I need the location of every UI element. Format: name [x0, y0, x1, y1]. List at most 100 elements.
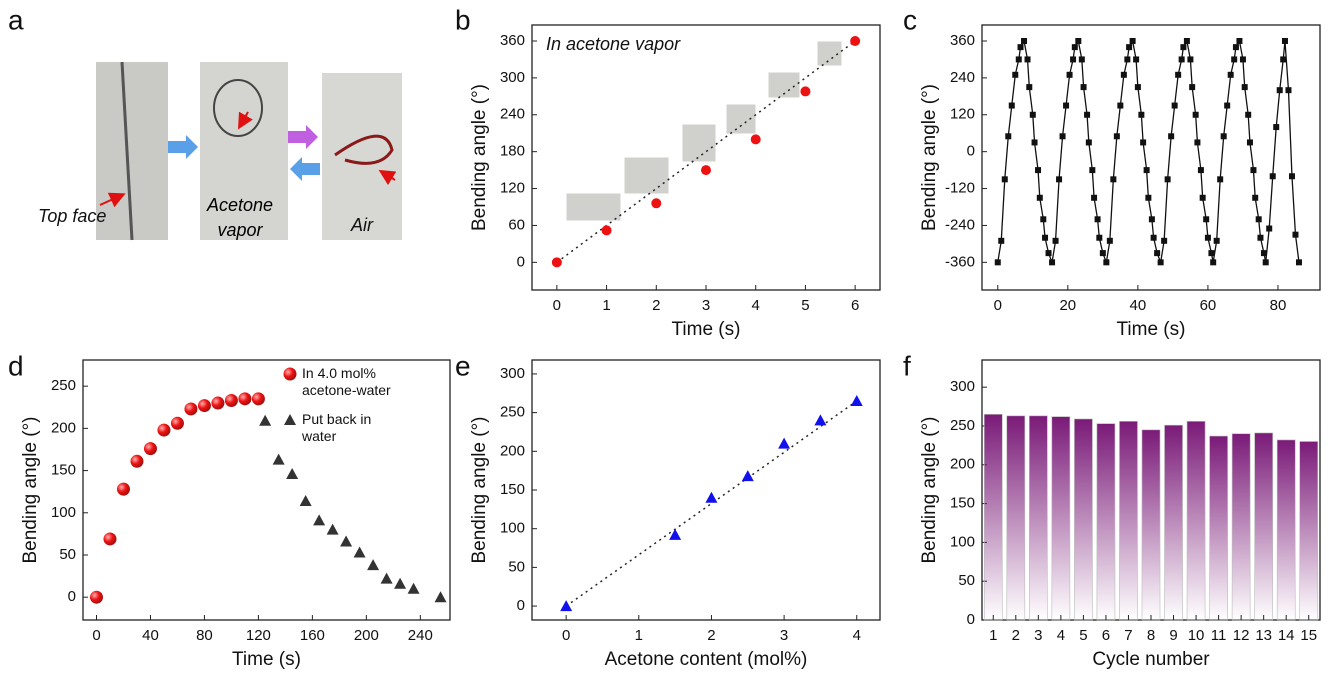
point: [1103, 259, 1110, 266]
photo-panel: a Top face Acetone vapor Air: [8, 4, 402, 241]
bar: [1299, 441, 1319, 621]
point: [1075, 37, 1082, 44]
point: [1187, 56, 1194, 63]
strip: [120, 61, 134, 241]
point: [1231, 56, 1238, 63]
point: [1143, 167, 1150, 174]
arrow: [238, 111, 253, 130]
point: [434, 591, 447, 603]
x-tick-label: 11: [1211, 627, 1227, 644]
point: [1017, 44, 1024, 51]
x-tick-label: 15: [1300, 627, 1317, 644]
point: [1171, 102, 1178, 109]
point: [1138, 111, 1145, 118]
plot-frame: [981, 24, 1321, 291]
x-tick-label: 0: [994, 297, 1002, 314]
point: [1084, 111, 1091, 118]
arrow: [378, 169, 397, 186]
point: [1210, 259, 1217, 266]
point: [299, 494, 312, 506]
point: [1161, 237, 1168, 244]
point: [1183, 37, 1190, 44]
caption: Air: [350, 215, 374, 235]
y-tick-label: 150: [51, 462, 76, 479]
point: [1106, 237, 1113, 244]
x-tick-label: 4: [752, 297, 760, 314]
y-tick-label: -360: [945, 253, 975, 270]
point: [407, 582, 420, 594]
point: [1220, 133, 1227, 140]
point: [1164, 176, 1171, 183]
point: [1140, 139, 1147, 146]
point: [103, 532, 117, 546]
point: [1124, 56, 1131, 63]
point: [705, 491, 718, 503]
x-axis-title: Cycle number: [1092, 649, 1210, 670]
y-tick-label: 0: [517, 253, 525, 270]
point: [1024, 56, 1031, 63]
x-tick-label: 40: [142, 627, 159, 644]
point: [1026, 84, 1033, 91]
panel-label: a: [8, 4, 24, 35]
point: [1292, 231, 1299, 238]
point: [1008, 102, 1015, 109]
point: [1208, 250, 1215, 257]
bar: [1276, 439, 1296, 621]
caption-box: Acetone vapor: [207, 195, 273, 240]
bar: [1051, 416, 1071, 621]
insets: [565, 40, 843, 222]
y-tick-label: 120: [500, 180, 525, 197]
bar: [1209, 435, 1228, 621]
point: [116, 482, 130, 496]
y-tick-label: 200: [950, 456, 975, 473]
point: [367, 559, 380, 571]
point: [272, 453, 285, 465]
y-tick-label: 100: [950, 533, 975, 550]
y-tick-label: 60: [508, 216, 525, 233]
inset: [623, 156, 670, 195]
point: [1005, 133, 1012, 140]
point: [1150, 234, 1157, 241]
point: [778, 437, 791, 449]
x-tick-label: 5: [801, 297, 809, 314]
point: [130, 454, 144, 468]
point: [551, 257, 562, 268]
legend-box: In 4.0 mol% acetone-water: [302, 365, 391, 398]
point: [1252, 194, 1259, 201]
y-tick-label: 240: [950, 69, 975, 86]
point: [1120, 71, 1127, 78]
x-tick-label: 6: [1102, 627, 1110, 644]
x-tick-label: 3: [780, 627, 788, 644]
bar: [1164, 424, 1183, 621]
bar: [1186, 421, 1206, 621]
x-tick-label: 2: [652, 297, 660, 314]
x-tick-label: 8: [1147, 627, 1155, 644]
x-tick-label: 10: [1188, 627, 1205, 644]
bar: [983, 414, 1003, 621]
y-axis-title: Bending angle (°): [469, 416, 490, 563]
x-tick-label: 3: [702, 297, 710, 314]
point: [1192, 111, 1199, 118]
y-tick-label: 300: [500, 365, 525, 382]
point: [1175, 71, 1182, 78]
legend-box: Put back in water: [302, 411, 371, 444]
point: [211, 396, 225, 410]
point: [1269, 173, 1276, 180]
inset: [725, 103, 757, 135]
point: [1180, 44, 1187, 51]
point: [1154, 250, 1161, 257]
point: [1241, 84, 1248, 91]
point: [1266, 225, 1273, 232]
point: [1199, 194, 1206, 201]
x-tick-label: 0: [553, 297, 561, 314]
y-tick-label: 150: [950, 495, 975, 512]
y-tick-label: 200: [500, 442, 525, 459]
point: [143, 442, 157, 456]
x-tick-label: 20: [1059, 297, 1076, 314]
bar: [1254, 432, 1273, 621]
point: [1246, 139, 1253, 146]
point: [1134, 84, 1141, 91]
point: [1276, 87, 1283, 94]
point: [170, 416, 184, 430]
point: [1224, 102, 1231, 109]
